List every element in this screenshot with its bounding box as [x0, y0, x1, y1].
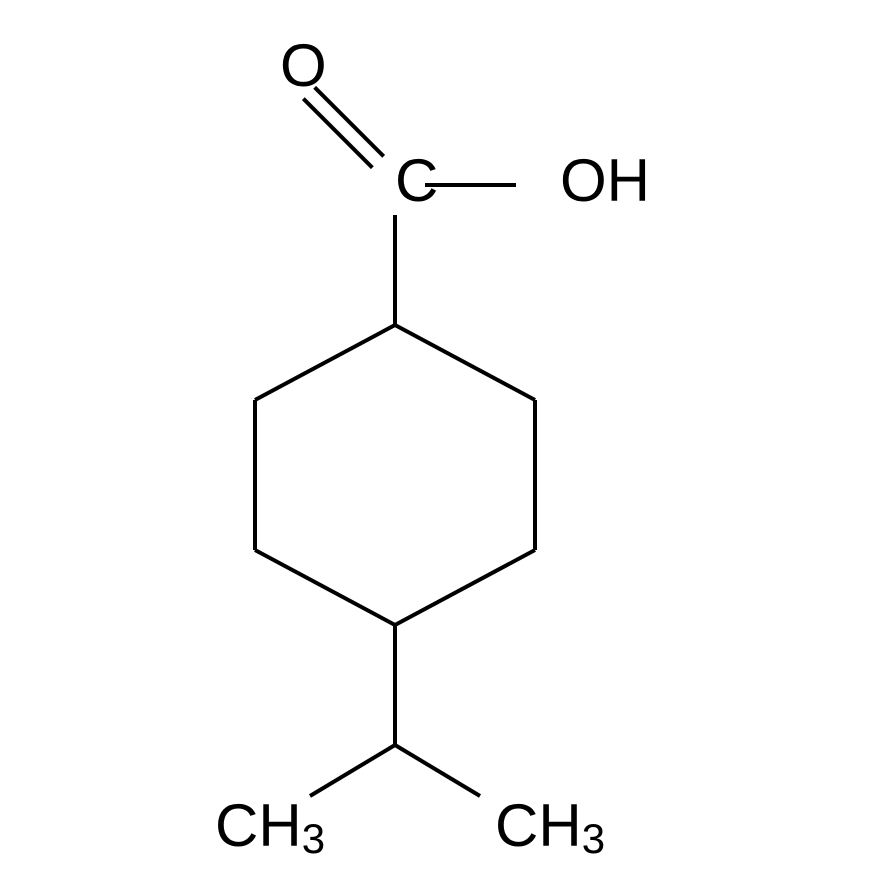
bond: [395, 325, 535, 400]
bond: [310, 745, 395, 796]
bond: [255, 550, 395, 625]
atom-CH3_L: CH3: [215, 792, 325, 862]
bond: [255, 325, 395, 400]
atom-labels: O C OH CH3 CH3: [215, 32, 650, 862]
molecule-diagram: O C OH CH3 CH3: [0, 0, 890, 890]
atom-O_dbl: O: [280, 32, 327, 99]
atom-OH: OH: [560, 147, 650, 214]
atom-CH3_R: CH3: [495, 792, 605, 862]
bond: [395, 745, 480, 796]
atom-C_carb: C: [395, 147, 438, 214]
bond: [395, 550, 535, 625]
